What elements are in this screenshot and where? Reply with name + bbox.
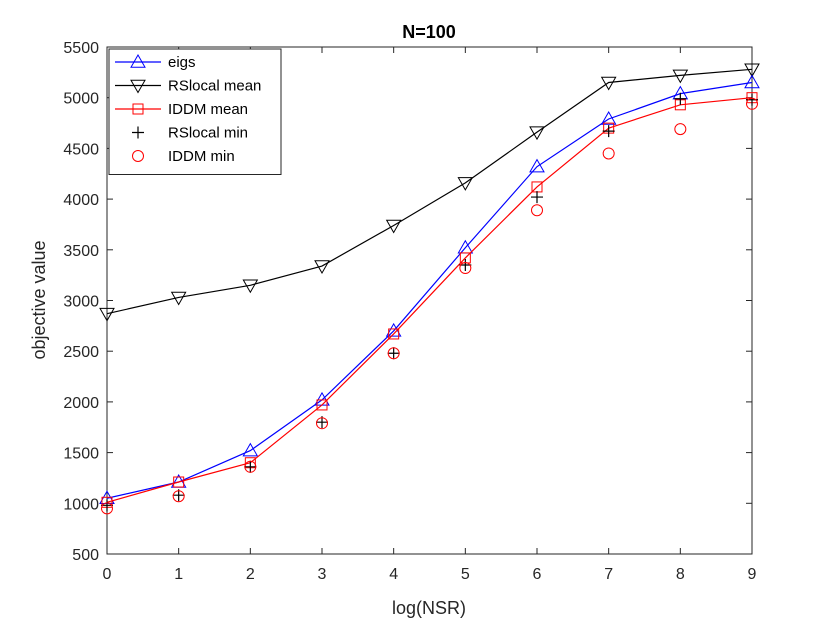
legend-entry: RSlocal min (168, 125, 248, 142)
y-tick-label: 5500 (63, 40, 99, 57)
y-tick-label: 500 (72, 547, 99, 564)
legend-entry: eigs (168, 54, 196, 71)
data-point (459, 262, 472, 275)
x-tick-label: 3 (318, 566, 327, 583)
data-point (172, 490, 185, 503)
legend-entry: IDDM mean (168, 101, 248, 118)
x-tick-label: 2 (246, 566, 255, 583)
data-point (99, 307, 115, 322)
x-tick-label: 9 (748, 566, 757, 583)
x-tick-label: 0 (103, 566, 112, 583)
data-point (531, 204, 543, 217)
y-tick-label: 5000 (63, 91, 99, 108)
y-axis-label: objective value (29, 240, 49, 359)
data-point (244, 460, 257, 473)
data-point (173, 476, 185, 488)
data-point (316, 399, 328, 411)
series-iddm-min (101, 97, 758, 515)
data-point (529, 158, 545, 173)
legend-box (108, 48, 282, 175)
data-point (602, 147, 615, 160)
data-point (529, 126, 545, 141)
y-tick-label: 1000 (63, 496, 99, 513)
data-point (744, 63, 760, 78)
y-tick-label: 1500 (63, 446, 99, 463)
x-tick-label: 5 (461, 566, 470, 583)
y-tick-label: 3500 (63, 243, 99, 260)
data-point (242, 442, 259, 457)
data-point (531, 191, 543, 204)
series-line (106, 97, 753, 503)
y-tick-label: 2000 (63, 395, 99, 412)
data-point (170, 291, 187, 306)
x-tick-label: 8 (676, 566, 685, 583)
y-tick-label: 4500 (63, 141, 99, 158)
series-eigs (99, 74, 760, 504)
x-tick-label: 7 (604, 566, 613, 583)
series-line (106, 68, 753, 315)
y-tick-label: 2500 (63, 344, 99, 361)
legend-marker (132, 103, 144, 115)
x-tick-label: 1 (174, 566, 183, 583)
legend-marker (130, 53, 146, 68)
data-point (674, 123, 687, 136)
y-tick-label: 3000 (63, 294, 99, 311)
legend-marker (132, 150, 144, 162)
data-point (602, 125, 615, 138)
plot-area (99, 63, 760, 515)
y-tick-label: 4000 (63, 192, 99, 209)
data-point (746, 97, 758, 110)
legend-entry: RSlocal mean (168, 78, 261, 95)
legend: eigs RSlocal mean IDDM mean RSlocal min IDDM… (108, 48, 282, 175)
axes: 0 1 2 3 4 5 6 7 8 9 500 1000 1500 2000 2500 3000 3500 400… (63, 40, 756, 583)
data-point (600, 110, 617, 125)
data-point (314, 260, 330, 275)
legend-marker (130, 79, 146, 94)
chart-title: N=100 (402, 22, 456, 42)
data-point (242, 279, 259, 294)
x-tick-label: 4 (389, 566, 398, 583)
legend-marker (132, 126, 144, 139)
data-point (672, 69, 689, 84)
legend-entry: IDDM min (168, 148, 235, 165)
data-point (600, 76, 617, 91)
data-point (387, 347, 400, 360)
data-point (674, 92, 687, 105)
data-point (744, 74, 760, 89)
x-tick-label: 6 (533, 566, 542, 583)
data-point (388, 328, 400, 340)
x-axis-label: log(NSR) (392, 598, 466, 618)
data-point (457, 177, 474, 191)
data-point (101, 502, 113, 515)
data-point (244, 460, 257, 473)
series-line (106, 81, 753, 499)
data-point (387, 347, 400, 360)
series-rslocal-mean (99, 63, 760, 322)
data-point (316, 417, 328, 430)
data-point (385, 219, 402, 234)
